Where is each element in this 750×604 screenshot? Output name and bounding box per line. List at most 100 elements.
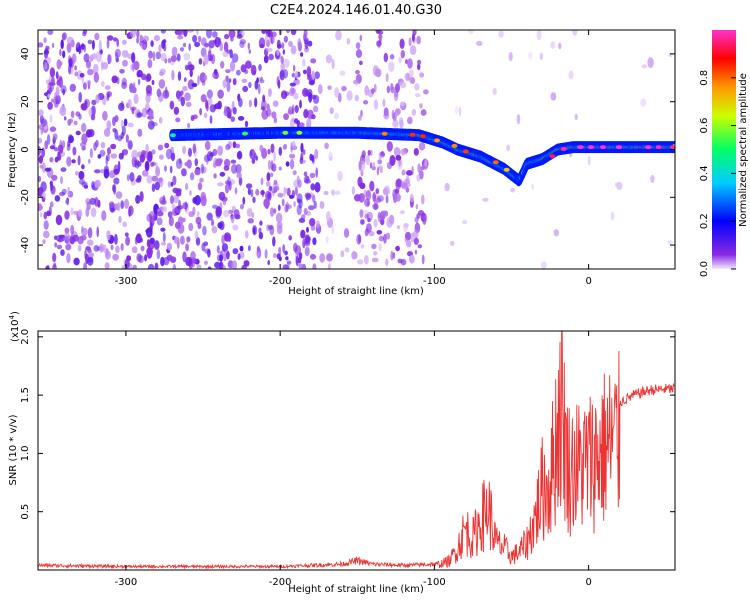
noise-speck [239, 245, 244, 252]
noise-speck [174, 221, 181, 229]
noise-speck [228, 30, 236, 39]
noise-speck [291, 117, 295, 122]
noise-speck [113, 177, 120, 185]
noise-speck [340, 250, 345, 258]
noise-speck [39, 212, 43, 218]
noise-speck [158, 44, 162, 53]
noise-speck [82, 82, 87, 90]
noise-speck [203, 241, 209, 247]
noise-speck [296, 204, 302, 216]
noise-speck [115, 191, 123, 199]
noise-speck [378, 235, 384, 242]
noise-speck [139, 34, 144, 43]
noise-speck [146, 248, 153, 259]
noise-speck [66, 42, 72, 53]
noise-speck [219, 171, 226, 177]
noise-speck [70, 207, 74, 216]
noise-speck [312, 155, 315, 165]
noise-speck [300, 52, 304, 57]
noise-speck [161, 206, 167, 213]
noise-speck [81, 133, 88, 145]
noise-speck [107, 147, 111, 155]
noise-speck [222, 200, 227, 206]
noise-speck [217, 37, 221, 46]
noise-speck [120, 100, 124, 109]
noise-speck [151, 183, 156, 192]
noise-speck [414, 216, 419, 223]
noise-speck [260, 177, 264, 186]
track-peak [588, 145, 594, 150]
noise-speck [124, 232, 129, 237]
noise-speck [289, 159, 295, 170]
noise-speck [85, 60, 92, 69]
noise-speck [156, 177, 163, 183]
noise-speck [43, 37, 47, 43]
noise-speck [236, 69, 241, 76]
noise-speck [383, 111, 390, 120]
noise-speck [199, 108, 203, 116]
noise-speck [399, 38, 405, 49]
noise-speck [424, 158, 428, 168]
noise-speck [417, 244, 423, 249]
y-tick-label: 2.0 [20, 329, 31, 345]
noise-speck [272, 253, 277, 258]
noise-speck [255, 189, 260, 196]
noise-speck [399, 119, 404, 129]
noise-speck [217, 89, 224, 99]
noise-speck [237, 253, 241, 260]
noise-speck [210, 53, 216, 65]
noise-speck [139, 191, 144, 202]
noise-speck [170, 256, 177, 264]
noise-speck [217, 182, 224, 187]
track-peak [560, 147, 567, 151]
noise-speck [77, 70, 83, 80]
noise-speck [126, 174, 130, 182]
noise-speck [306, 65, 312, 76]
noise-speck [204, 112, 208, 119]
snr-frame [37, 330, 676, 571]
noise-speck [382, 98, 386, 107]
noise-speck [160, 199, 167, 205]
noise-speck [147, 120, 155, 130]
noise-speck [170, 55, 177, 62]
noise-speck [146, 175, 153, 184]
noise-speck [310, 224, 316, 231]
noise-speck [288, 235, 293, 241]
noise-speck [258, 227, 262, 234]
noise-speck [550, 41, 555, 49]
noise-speck [221, 243, 229, 252]
noise-speck [87, 68, 94, 76]
noise-speck [335, 30, 342, 41]
noise-speck [396, 225, 400, 230]
noise-speck [131, 61, 135, 72]
noise-speck [104, 85, 111, 90]
noise-speck [54, 156, 59, 163]
noise-speck [278, 166, 282, 171]
noise-speck [371, 166, 376, 171]
noise-speck [250, 64, 257, 76]
noise-speck [385, 72, 389, 83]
noise-speck [510, 187, 515, 193]
noise-speck [151, 149, 156, 155]
colorbar-tick-label: 0.4 [699, 165, 710, 181]
noise-speck [94, 32, 100, 41]
noise-speck [93, 72, 100, 83]
noise-speck [156, 249, 161, 260]
noise-speck [195, 237, 201, 246]
noise-speck [184, 161, 191, 167]
noise-speck [121, 149, 129, 156]
noise-speck [77, 209, 83, 217]
noise-speck [190, 251, 196, 260]
noise-speck [266, 193, 272, 200]
noise-speck [125, 236, 130, 246]
noise-speck [157, 144, 164, 151]
noise-speck [80, 103, 88, 111]
noise-speck [394, 111, 400, 117]
noise-speck [325, 210, 331, 222]
noise-speck [154, 240, 160, 250]
noise-speck [314, 148, 319, 160]
noise-speck [223, 158, 231, 168]
noise-speck [278, 247, 281, 254]
noise-speck [389, 54, 395, 60]
noise-speck [399, 101, 405, 107]
